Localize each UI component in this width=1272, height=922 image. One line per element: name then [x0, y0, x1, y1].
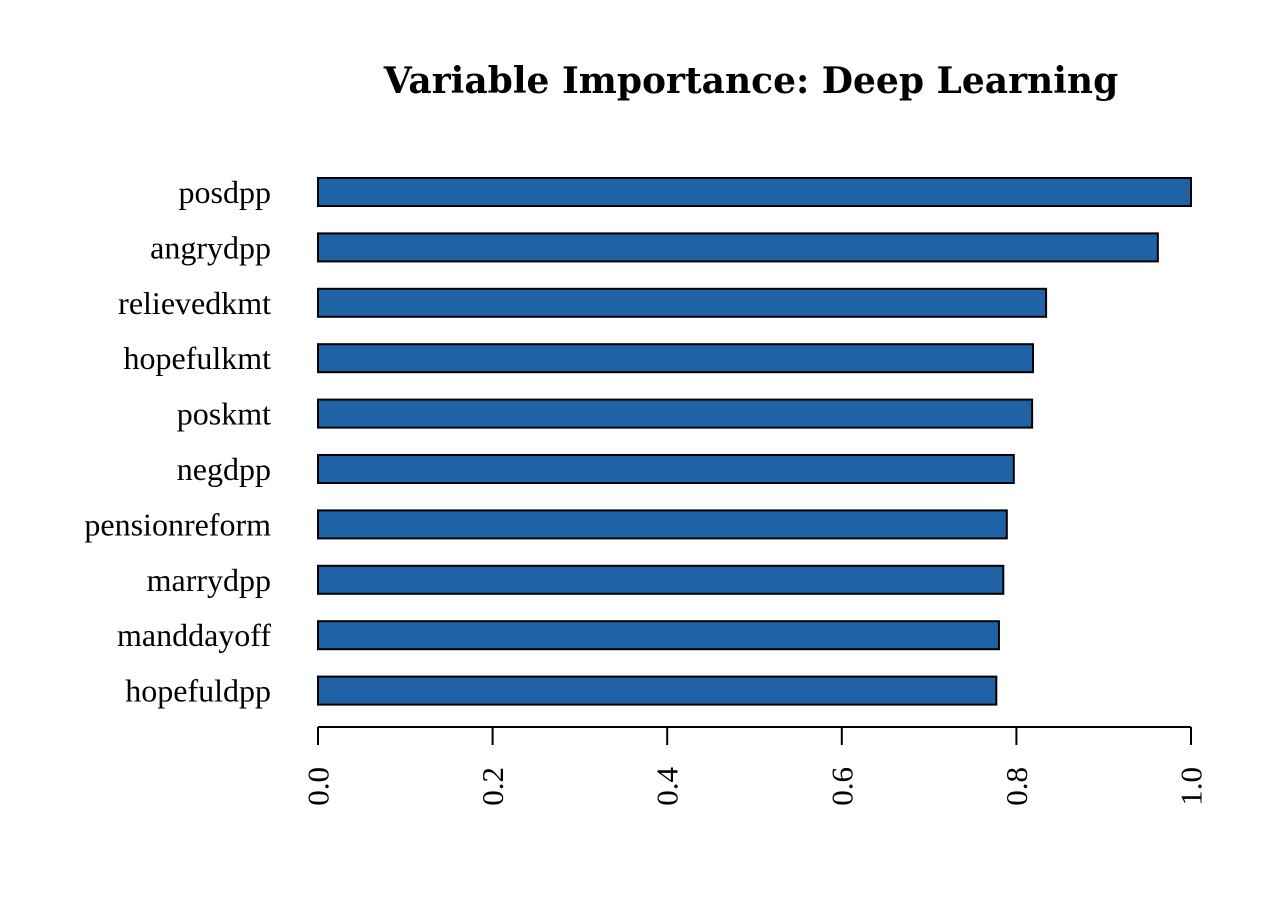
- bar-angrydpp: [317, 232, 1159, 263]
- category-label-poskmt: poskmt: [177, 396, 271, 432]
- category-label-hopefulkmt: hopefulkmt: [123, 340, 271, 376]
- category-label-hopefuldpp: hopefuldpp: [125, 673, 271, 709]
- bar-marrydpp: [317, 564, 1005, 595]
- bar-relievedkmt: [317, 287, 1048, 318]
- bar-hopefuldpp: [317, 675, 998, 706]
- category-label-negdpp: negdpp: [177, 451, 271, 487]
- chart-title: Variable Importance: Deep Learning: [383, 60, 1119, 102]
- x-axis: 0.0 0.2 0.4 0.6 0.8 1.0: [301, 726, 1209, 806]
- bars-group: [317, 177, 1192, 706]
- x-tick-label-0: 0.0: [301, 767, 336, 806]
- category-label-posdpp: posdpp: [179, 174, 271, 210]
- category-labels-group: posdpp angrydpp relievedkmt hopefulkmt poskm…: [84, 174, 271, 709]
- x-tick-label-5: 1.0: [1174, 767, 1209, 806]
- x-tick-label-2: 0.4: [650, 767, 685, 806]
- bar-manddayoff: [317, 620, 1000, 651]
- category-label-angrydpp: angrydpp: [150, 229, 271, 265]
- category-label-pensionreform: pensionreform: [84, 506, 271, 542]
- bar-posdpp: [317, 177, 1192, 207]
- category-label-manddayoff: manddayoff: [117, 617, 271, 653]
- bar-hopefulkmt: [317, 343, 1034, 374]
- category-label-marrydpp: marrydpp: [147, 562, 271, 598]
- bar-pensionreform: [317, 509, 1008, 540]
- category-label-relievedkmt: relievedkmt: [118, 285, 271, 321]
- bar-negdpp: [317, 454, 1015, 484]
- x-tick-label-3: 0.6: [824, 767, 859, 806]
- bar-poskmt: [317, 398, 1034, 429]
- x-tick-label-1: 0.2: [475, 767, 510, 806]
- x-tick-label-4: 0.8: [999, 767, 1034, 806]
